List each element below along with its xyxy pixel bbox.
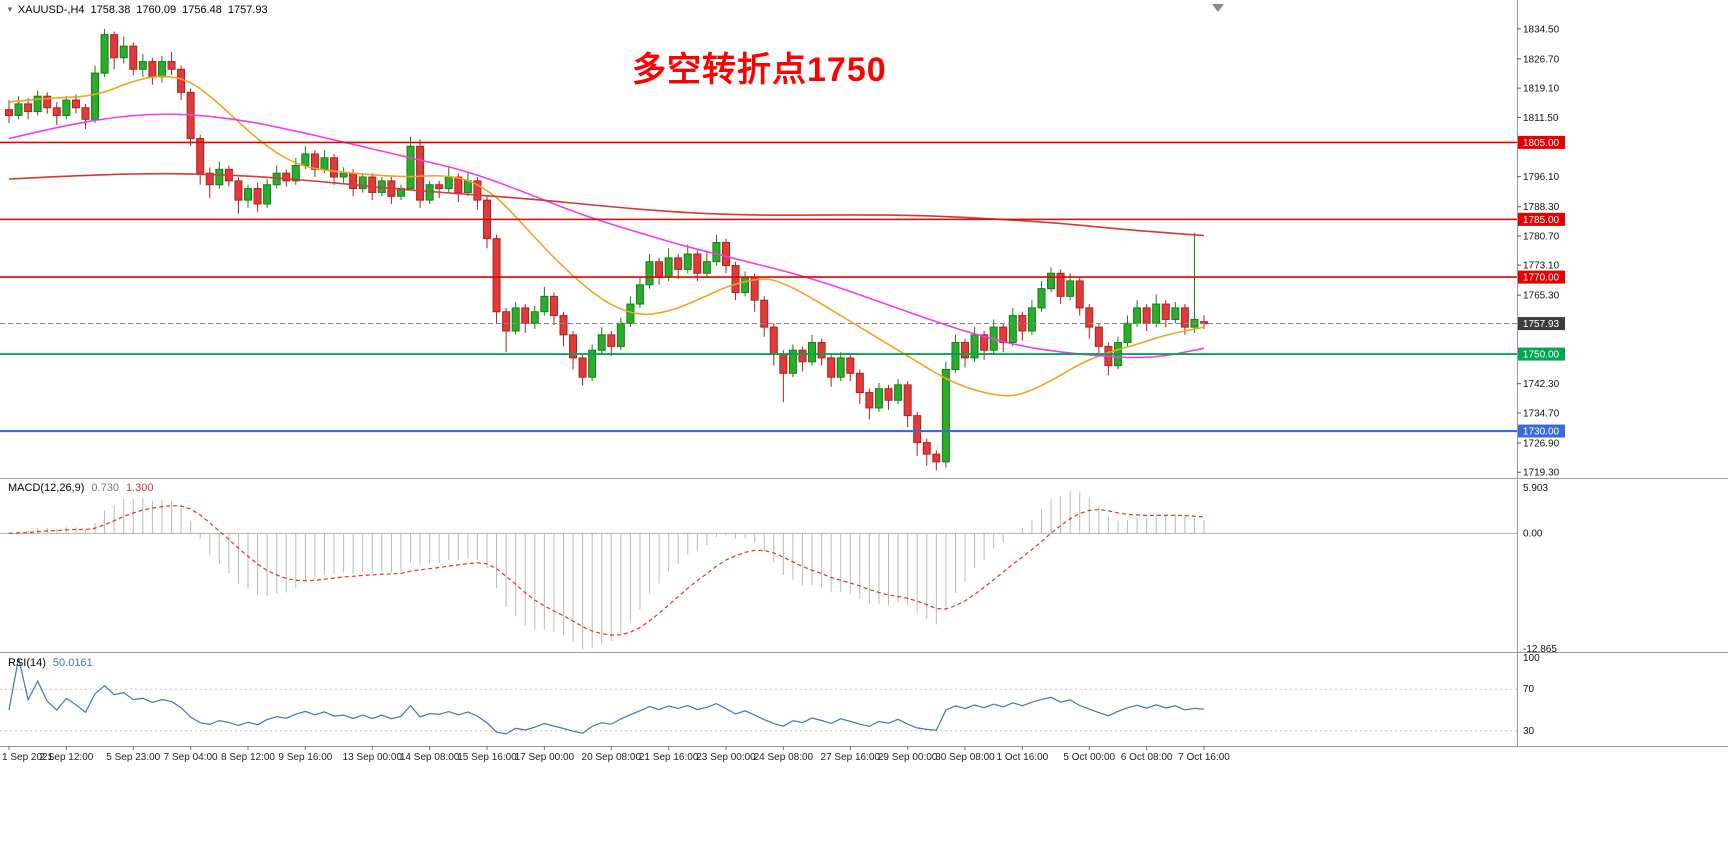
macd-scale-label: 0.00 [1523,528,1543,539]
time-label[interactable]: 29 Sep 00:00 [878,752,938,763]
price-level-badge [1518,347,1565,361]
rsi-name: RSI(14) [8,657,46,669]
time-label[interactable]: 23 Sep 00:00 [696,752,756,763]
ma-slow-red-line [8,172,1205,237]
price-tick-label: 1819.10 [1523,84,1560,95]
rsi-scale-label: 100 [1523,653,1540,664]
macd-main-value: 0.730 [91,482,119,494]
price-tick-label: 1811.50 [1523,113,1559,124]
ohlc-close-value: 1757.93 [227,4,268,16]
time-label[interactable]: 9 Sep 16:00 [278,752,332,763]
price-tick-label: 1765.30 [1523,291,1560,302]
price-level-badge [1518,424,1565,438]
price-tick-label: 1773.10 [1523,261,1560,272]
rsi-panel [0,657,1517,735]
time-label[interactable]: 21 Sep 16:00 [639,752,699,763]
price-level-badge [1518,212,1565,226]
time-label[interactable]: 27 Sep 16:00 [821,752,881,763]
rsi-scale-label: 30 [1523,726,1535,737]
ma-mid-magenta-line [8,113,1205,359]
time-label[interactable]: 14 Sep 08:00 [400,752,460,763]
chart-collapse-icon[interactable]: ▼ [6,5,14,14]
time-label[interactable]: 2 Sep 12:00 [39,752,93,763]
time-label[interactable]: 6 Oct 08:00 [1121,752,1173,763]
time-label[interactable]: 17 Sep 00:00 [515,752,575,763]
rsi-indicator-label: RSI(14) 50.0161 [8,657,93,669]
time-label[interactable]: 5 Oct 00:00 [1063,752,1115,763]
time-label[interactable]: 7 Sep 04:00 [164,752,218,763]
current-price-badge-label: 1757.93 [1523,319,1560,330]
price-tick-label: 1834.50 [1523,24,1560,35]
price-level-badge [1518,135,1565,149]
rsi-scale-label: 70 [1523,684,1535,695]
time-label[interactable]: 1 Oct 16:00 [997,752,1049,763]
price-tick-label: 1788.30 [1523,202,1560,213]
price-tick-label: 1780.70 [1523,231,1560,242]
price-tick-label: 1826.70 [1523,54,1560,65]
price-level-badge [1518,270,1565,284]
symbol-timeframe-label: XAUUSD-,H4 [17,4,85,16]
price-level-badge-label: 1785.00 [1523,215,1560,226]
chart-header: ▼ XAUUSD-,H4 1758.38 1760.09 1756.48 1757.93 [6,4,268,16]
ohlc-high-value: 1760.09 [136,4,177,16]
time-label[interactable]: 13 Sep 00:00 [343,752,403,763]
ohlc-open-value: 1758.38 [90,4,131,16]
time-label[interactable]: 1 Sep 2021 [2,752,54,763]
rsi-value: 50.0161 [52,657,93,669]
main-price-panel [0,4,1517,471]
price-tick-label: 1734.70 [1523,408,1560,419]
time-label[interactable]: 5 Sep 23:00 [106,752,160,763]
time-label[interactable]: 7 Oct 16:00 [1178,752,1230,763]
macd-indicator-label: MACD(12,26,9) 0.730 1.300 [8,482,153,494]
macd-signal-value: 1.300 [125,482,154,494]
macd-scale-label: 5.903 [1523,483,1548,494]
chart-annotation-title: 多空转折点1750 [632,51,887,89]
macd-scale-label: -12.865 [1523,644,1557,655]
price-level-badge-label: 1730.00 [1523,427,1560,438]
time-label[interactable]: 20 Sep 08:00 [582,752,642,763]
time-label[interactable]: 24 Sep 08:00 [754,752,814,763]
time-label[interactable]: 30 Sep 08:00 [935,752,995,763]
price-axis: 1805.00 1785.00 1770.00 1750.00 1730.00 1757.… [0,0,1728,747]
chart-shift-marker-icon [1212,4,1224,12]
time-label[interactable]: 8 Sep 12:00 [221,752,275,763]
price-tick-label: 1719.30 [1523,468,1560,479]
price-level-badge-label: 1805.00 [1523,138,1560,149]
price-level-badge-label: 1750.00 [1523,350,1560,361]
current-price-badge [1518,317,1565,331]
ohlc-low-value: 1756.48 [182,4,222,16]
rsi-line [8,657,1205,735]
macd-name: MACD(12,26,9) [8,482,85,494]
macd-panel [0,490,1517,650]
price-tick-label: 1726.90 [1523,438,1560,449]
ma-fast-orange-line [8,75,1205,397]
macd-signal-line [8,504,1205,636]
time-label[interactable]: 15 Sep 16:00 [457,752,517,763]
price-level-badge-label: 1770.00 [1523,273,1560,284]
price-tick-label: 1742.30 [1523,379,1560,390]
price-tick-label: 1796.10 [1523,172,1560,183]
